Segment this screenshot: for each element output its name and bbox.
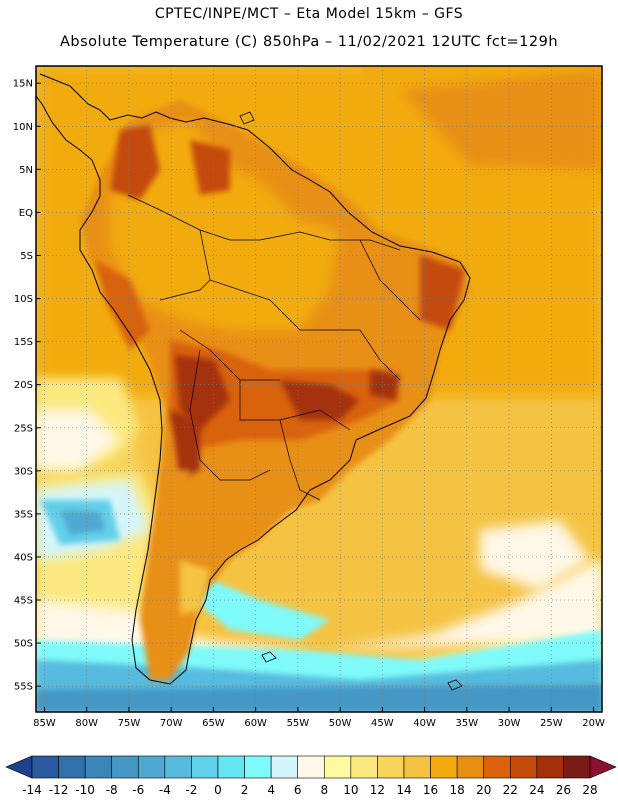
colorbar-label: -10 — [75, 783, 95, 797]
colorbar-box — [31, 755, 59, 779]
chart-title: CPTEC/INPE/MCT – Eta Model 15km – GFS — [154, 6, 464, 22]
colorbar-label: 8 — [320, 783, 328, 797]
colorbar-box — [270, 755, 299, 779]
colorbar-label: -4 — [159, 783, 171, 797]
longitude-labels: 85W 80W 75W 70W 65W 60W 55W 50W 45W 40W 35W 30W 25W 2… — [33, 718, 605, 729]
lat-tick-label: 25S — [14, 423, 33, 434]
colorbar-box — [536, 755, 564, 779]
lon-tick-label: 35W — [456, 718, 479, 729]
colorbar-label: 16 — [423, 783, 438, 797]
lon-tick-label: 50W — [329, 718, 352, 729]
lat-lon-grid — [36, 66, 602, 712]
lat-tick-label: 55S — [14, 682, 33, 693]
lon-tick-label: 65W — [202, 718, 225, 729]
colorbar-arrow-right — [589, 755, 617, 779]
colorbar-box — [244, 755, 272, 779]
latitude-labels: 15N 10N 5N EQ 5S 10S 15S 20S 25S 30S 35S 40S 45S 50S 5… — [13, 79, 33, 693]
colorbar-label: 12 — [370, 783, 385, 797]
colorbar-label: 18 — [450, 783, 465, 797]
lon-tick-label: 20W — [582, 718, 605, 729]
lat-tick-label: 5S — [20, 251, 33, 262]
colorbar-label: 6 — [294, 783, 302, 797]
colorbar-label: 26 — [556, 783, 571, 797]
colorbar-label: 24 — [529, 783, 544, 797]
lon-tick-label: 40W — [413, 718, 436, 729]
colorbar-box — [323, 755, 352, 779]
lat-tick-label: 45S — [14, 596, 33, 607]
colorbar-label: -6 — [132, 783, 144, 797]
lon-tick-label: 80W — [75, 718, 98, 729]
colorbar-label: -12 — [49, 783, 69, 797]
lon-tick-label: 30W — [498, 718, 521, 729]
colorbar-label: -14 — [22, 783, 42, 797]
colorbar-box — [483, 755, 511, 779]
temperature-field — [36, 66, 602, 712]
colorbar-box — [403, 755, 431, 779]
colorbar-box — [350, 755, 378, 779]
colorbar-box — [191, 755, 219, 779]
lat-tick-label: 20S — [14, 380, 33, 391]
colorbar-box — [58, 755, 86, 779]
colorbar-label: 10 — [343, 783, 358, 797]
colorbar-box — [563, 755, 591, 779]
colorbar-box — [430, 755, 458, 779]
colorbar-box — [111, 755, 139, 779]
colorbar-label: -2 — [185, 783, 197, 797]
colorbar-box — [164, 755, 192, 779]
lat-tick-label: 50S — [14, 639, 33, 650]
coastline — [36, 73, 471, 691]
lon-tick-label: 55W — [287, 718, 310, 729]
colorbar-arrow-left — [5, 755, 33, 779]
colorbar-label: -8 — [106, 783, 118, 797]
lat-tick-label: EQ — [19, 208, 33, 219]
lon-tick-label: 60W — [244, 718, 267, 729]
colorbar-box — [509, 755, 538, 779]
colorbar-label: 14 — [396, 783, 411, 797]
colorbar-box — [297, 755, 325, 779]
lon-tick-label: 45W — [371, 718, 394, 729]
colorbar: -14 -12 -10 -8 -6 -4 -2 0 2 4 6 8 10 12 14 16 18 20 22 24 26… — [5, 755, 617, 797]
colorbar-box — [456, 755, 485, 779]
colorbar-label: 22 — [503, 783, 518, 797]
lat-tick-label: 15N — [13, 79, 33, 90]
lat-tick-label: 10N — [13, 122, 33, 133]
lat-tick-label: 5N — [19, 165, 33, 176]
lat-tick-label: 15S — [14, 337, 33, 348]
colorbar-box — [84, 755, 113, 779]
colorbar-box — [217, 755, 245, 779]
lat-tick-label: 40S — [14, 552, 33, 563]
colorbar-label: 20 — [476, 783, 491, 797]
colorbar-label: 0 — [214, 783, 222, 797]
colorbar-box — [137, 755, 166, 779]
chart-subtitle: Absolute Temperature (C) 850hPa – 11/02/… — [59, 34, 559, 50]
lon-tick-label: 70W — [160, 718, 183, 729]
colorbar-label: 4 — [267, 783, 275, 797]
lat-tick-label: 30S — [14, 466, 33, 477]
colorbar-label: 2 — [241, 783, 249, 797]
colorbar-box — [377, 755, 405, 779]
lon-tick-label: 25W — [540, 718, 563, 729]
lat-tick-label: 10S — [14, 294, 33, 305]
lon-tick-label: 75W — [118, 718, 141, 729]
map-frame — [35, 65, 603, 713]
colorbar-label: 28 — [582, 783, 597, 797]
lat-tick-label: 35S — [14, 509, 33, 520]
lon-tick-label: 85W — [33, 718, 56, 729]
